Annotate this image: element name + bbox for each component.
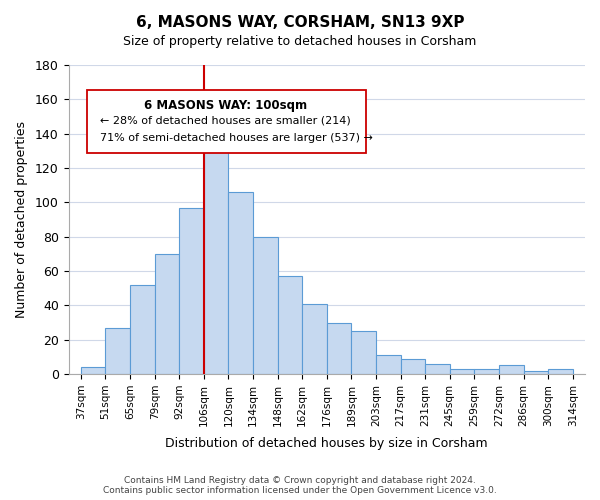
Bar [253,236,278,374]
Bar [475,369,499,374]
Bar [155,254,179,374]
Bar [352,331,376,374]
X-axis label: Distribution of detached houses by size in Corsham: Distribution of detached houses by size … [166,437,488,450]
Bar [499,366,524,374]
Text: 71% of semi-detached houses are larger (537) →: 71% of semi-detached houses are larger (… [100,133,373,143]
Bar [401,358,425,374]
Bar [130,285,155,374]
Bar [450,369,475,374]
Bar [179,208,204,374]
Bar [204,134,229,374]
Bar [302,304,327,374]
Text: Size of property relative to detached houses in Corsham: Size of property relative to detached ho… [124,35,476,48]
Text: 6, MASONS WAY, CORSHAM, SN13 9XP: 6, MASONS WAY, CORSHAM, SN13 9XP [136,15,464,30]
Bar [278,276,302,374]
Bar [425,364,450,374]
Bar [548,369,573,374]
Bar [524,370,548,374]
Bar [81,367,106,374]
Y-axis label: Number of detached properties: Number of detached properties [15,121,28,318]
Bar [229,192,253,374]
Text: 6 MASONS WAY: 100sqm: 6 MASONS WAY: 100sqm [145,99,308,112]
FancyBboxPatch shape [86,90,365,153]
Text: ← 28% of detached houses are smaller (214): ← 28% of detached houses are smaller (21… [100,116,350,126]
Bar [106,328,130,374]
Text: Contains HM Land Registry data © Crown copyright and database right 2024.
Contai: Contains HM Land Registry data © Crown c… [103,476,497,495]
Bar [376,355,401,374]
Bar [327,322,352,374]
